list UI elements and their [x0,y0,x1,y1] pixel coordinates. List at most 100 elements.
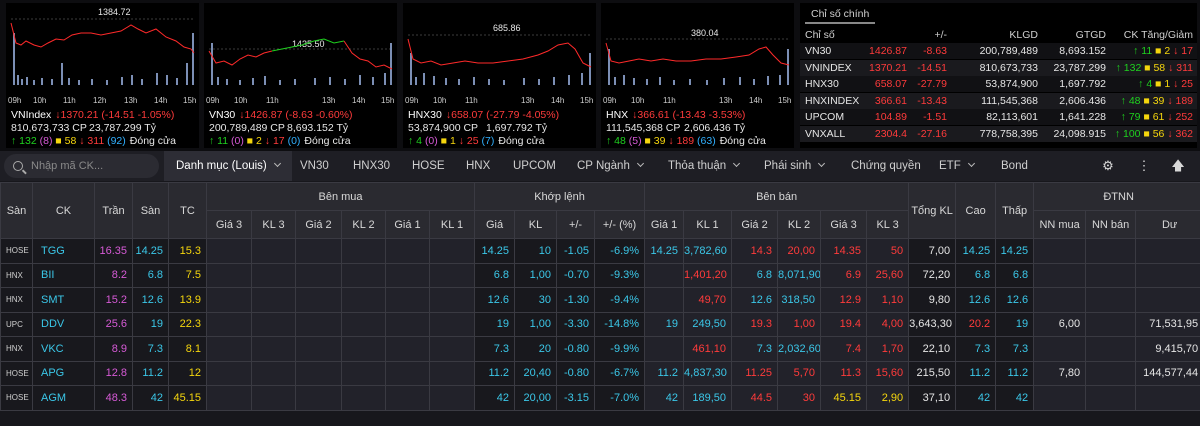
sell-vol-3: 1,10 [866,287,910,313]
tab-put-through[interactable]: Thỏa thuận [668,151,741,181]
tab-warrants[interactable]: Chứng quyền [851,160,921,172]
table-row[interactable]: UPC DDV 25.6 19 22.3 19 1,00 -3.30 -14.8% 19 249,5… [0,311,1200,337]
header-low: Thấp [995,182,1035,239]
sell-vol-1: 3,782,60 [683,238,733,264]
sell-vol-2: 30 [777,385,822,411]
symbol[interactable]: BII [32,262,95,288]
index-change: ↓366.61 (-13.43 -3.53%) [632,109,746,121]
gear-icon[interactable]: ⚙ [1102,158,1114,173]
buy-price-2 [295,336,342,362]
sell-vol-1: 461,10 [683,336,733,362]
index-row[interactable]: VN30 1426.87 -8.63 200,789,489 8,693.152 ↑ 11… [800,43,1197,59]
table-row[interactable]: HNX VKC 8.9 7.3 8.1 7.3 20 -0.80 -9.9% 461,10 7.3 2… [0,336,1200,362]
header-advance-decline: CK Tăng/Giảm [1123,29,1193,41]
symbol[interactable]: APG [32,360,95,386]
buy-price-1 [385,238,430,264]
index-change: ↓658.07 (-27.79 -4.05%) [445,109,560,121]
board-rows: HOSE TGG 16.35 14.25 15.3 14.25 10 -1.05 -6.9% 14… [0,238,1200,411]
match-volume: 20,00 [514,385,558,411]
ceiling-price: 25.6 [94,311,133,337]
buy-price-2 [295,262,342,288]
foreign-buy: 6,00 [1033,311,1087,337]
chart-panel-hnx30[interactable]: 685.86 09h 10h 11h 13h 14h 15h HNX30 ↓658.07… [403,3,596,148]
index-table-header: Chỉ số +/- KLGD GTGD CK Tăng/Giảm [800,27,1197,43]
match-percent: -6.7% [594,360,646,386]
symbol[interactable]: SMT [32,287,95,313]
tab-derivatives[interactable]: Phái sinh [764,151,826,181]
match-change: -0.80 [556,336,596,362]
header-sell-vol-1: KL 1 [683,210,733,239]
floor-price: 7.3 [132,336,169,362]
match-change: -0.70 [556,262,596,288]
unchanged-count: ■ 39 [1143,94,1165,107]
sell-vol-2: 20,00 [777,238,822,264]
sell-vol-1: 1,401,20 [683,262,733,288]
floor-count: (7) [481,135,495,147]
unchanged-count: ■ 1 [440,135,456,147]
tab-bond[interactable]: Bond [1001,160,1028,172]
search-input[interactable] [31,160,151,172]
header-buy-price-2: Giá 2 [295,210,342,239]
buy-vol-2 [341,336,386,362]
index-name: HNX30 [805,78,839,90]
total-volume: 215,50 [908,360,957,386]
tab-main-indices[interactable]: Chỉ số chính [805,6,876,24]
index-row[interactable]: VNXALL 2304.4 -27.16 778,758,395 24,098.915 ↑… [800,125,1197,142]
match-volume: 1,00 [514,262,558,288]
sell-price-1 [644,262,685,288]
tab-watchlist[interactable]: Danh mục (Louis) [164,151,292,181]
chart-panel-vnindex[interactable]: 1384.72 09h 10h 11h 12h 13h 14h 15h VNIndex… [6,3,199,148]
sell-price-1 [644,336,685,362]
ceiling-price: 48.3 [94,385,133,411]
header-sell-vol-2: KL 2 [777,210,822,239]
index-change: -8.63 [923,45,947,57]
low-price: 11.2 [995,360,1035,386]
chart-panel-hnx[interactable]: 380.04 09h 10h 11h 13h 14h 15h HNX ↓366.61 (… [601,3,794,148]
match-price: 12.6 [474,287,516,313]
total-volume: 72,20 [908,262,957,288]
index-row[interactable]: VNINDEX 1370.21 -14.51 810,673,733 23,787.29… [800,59,1197,76]
chevron-down-icon [733,159,741,168]
chart-panel-vn30[interactable]: 1435.50 09h 10h 11h 13h 14h 15h VN30 ↓1426.8… [204,3,397,148]
low-price: 6.8 [995,262,1035,288]
symbol[interactable]: DDV [32,311,95,337]
symbol[interactable]: TGG [32,238,95,264]
table-row[interactable]: HOSE TGG 16.35 14.25 15.3 14.25 10 -1.05 -6.9% 14… [0,238,1200,264]
buy-price-1 [385,287,430,313]
sell-vol-2: 2,032,60 [777,336,822,362]
ref-label: 1435.50 [292,39,325,49]
buy-vol-3 [251,287,296,313]
match-change: -1.30 [556,287,596,313]
symbol[interactable]: VKC [32,336,95,362]
tab-hnx[interactable]: HNX [466,160,491,172]
buy-vol-2 [341,287,386,313]
tab-upcom[interactable]: UPCOM [513,160,556,172]
index-row[interactable]: UPCOM 104.89 -1.51 82,113,601 1,641.228 ↑ 79 … [800,109,1197,125]
table-row[interactable]: HNX BII 8.2 6.8 7.5 6.8 1,00 -0.70 -9.3% 1,401,20… [0,262,1200,288]
buy-price-3 [206,262,252,288]
stock-search[interactable] [4,154,159,178]
index-name: VN30 [805,45,832,57]
tab-vn30[interactable]: VN30 [300,160,329,172]
symbol[interactable]: AGM [32,385,95,411]
svg-text:09h: 09h [206,96,219,105]
table-row[interactable]: HOSE APG 12.8 11.2 12 11.2 20,40 -0.80 -6.7% 11.2… [0,360,1200,386]
table-row[interactable]: HNX SMT 15.2 12.6 13.9 12.6 30 -1.30 -9.4% 49,70 1… [0,287,1200,313]
tab-sector[interactable]: CP Ngành [577,151,644,181]
tab-hose[interactable]: HOSE [412,160,445,172]
low-price: 19 [995,311,1035,337]
table-row[interactable]: HOSE AGM 48.3 42 45.15 42 20,00 -3.15 -7.0% 42 189… [0,385,1200,411]
index-change: -27.79 [917,78,947,90]
index-row[interactable]: HNX30 658.07 -27.79 53,874,900 1,697.792 ↑ 4 … [800,76,1197,92]
header-sell-price-1: Giá 1 [644,210,685,239]
decliners: ↓ 25 [1173,78,1193,90]
foreign-buy [1033,336,1087,362]
index-value: 1426.87 [869,45,907,57]
tab-hnx30[interactable]: HNX30 [353,160,391,172]
dots-vertical-icon[interactable]: ⋮ [1137,158,1151,173]
index-row[interactable]: HNXINDEX 366.61 -13.43 111,545,368 2,606.436… [800,92,1197,109]
arrow-up-icon[interactable]: 🡅 [1171,158,1185,173]
low-price: 42 [995,385,1035,411]
match-volume: 1,00 [514,311,558,337]
tab-etf[interactable]: ETF [939,151,975,181]
